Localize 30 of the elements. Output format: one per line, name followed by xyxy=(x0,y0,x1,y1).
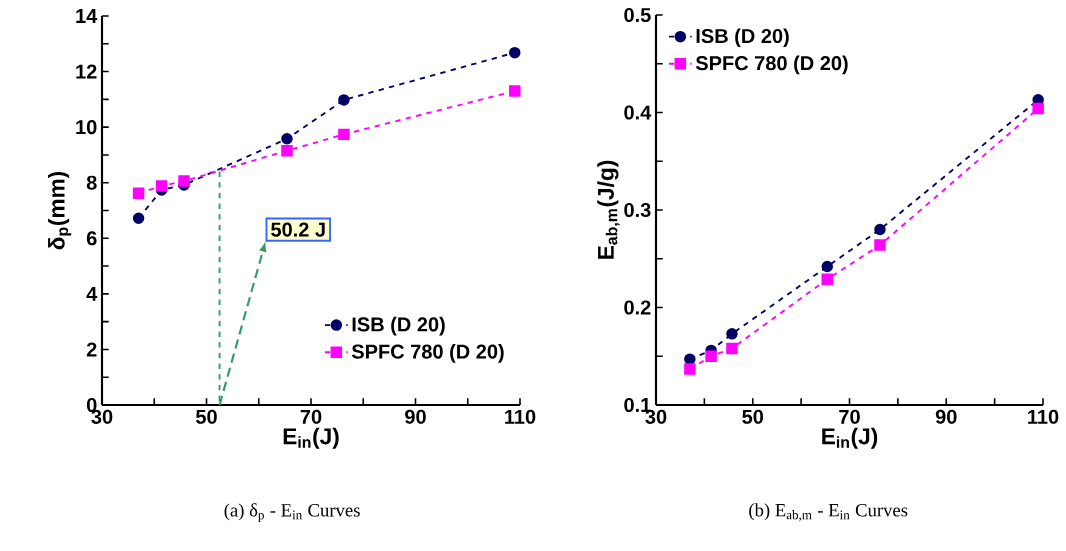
x-tick-label: 70 xyxy=(839,409,860,424)
x-tick-label: 70 xyxy=(300,409,322,424)
x-tick-label: 50 xyxy=(742,409,764,424)
y-tick-label: 10 xyxy=(76,120,97,135)
y-axis-title: E$_{ab,m}$(J/g) xyxy=(597,160,620,259)
y-axis-title: δ$_{p}$(mm) xyxy=(48,171,72,250)
x-tick-label: 110 xyxy=(1028,409,1059,424)
y-tick-label: 0.2 xyxy=(624,300,651,315)
y-tick-label: 4 xyxy=(86,286,98,301)
x-tick-label: 90 xyxy=(405,409,426,424)
y-tick-label: 2 xyxy=(86,342,97,357)
legend-label: SPFC 780 (D 20) xyxy=(351,344,504,363)
y-tick-label: 12 xyxy=(76,64,97,79)
annotation: 50.2 J xyxy=(271,222,325,237)
x-axis-title: E$_{in}$(J) xyxy=(822,427,878,449)
y-tick-label: 8 xyxy=(86,175,97,190)
x-tick-label: 90 xyxy=(935,409,957,424)
y-tick-label: 0.4 xyxy=(624,105,652,120)
legend-label: SPFC 780 (D 20) xyxy=(695,55,848,75)
x-axis-title: E$_{in}$(J) xyxy=(283,427,339,449)
y-tick-label: 0.3 xyxy=(624,202,651,218)
y-tick-label: 0.5 xyxy=(624,7,651,23)
legend-label: ISB (D 20) xyxy=(352,316,445,336)
x-tick-label: 50 xyxy=(195,409,217,424)
text: (b) E$_{ab,m}$ - E$_{in}$ Curves xyxy=(749,503,908,522)
y-tick-label: 14 xyxy=(76,9,98,23)
text: (a) δ$_{p}$ - E$_{in}$ Curves xyxy=(224,503,360,523)
y-tick-label: 6 xyxy=(86,231,97,246)
x-tick-label: 110 xyxy=(505,409,536,424)
legend-label: ISB (D 20) xyxy=(696,28,789,48)
